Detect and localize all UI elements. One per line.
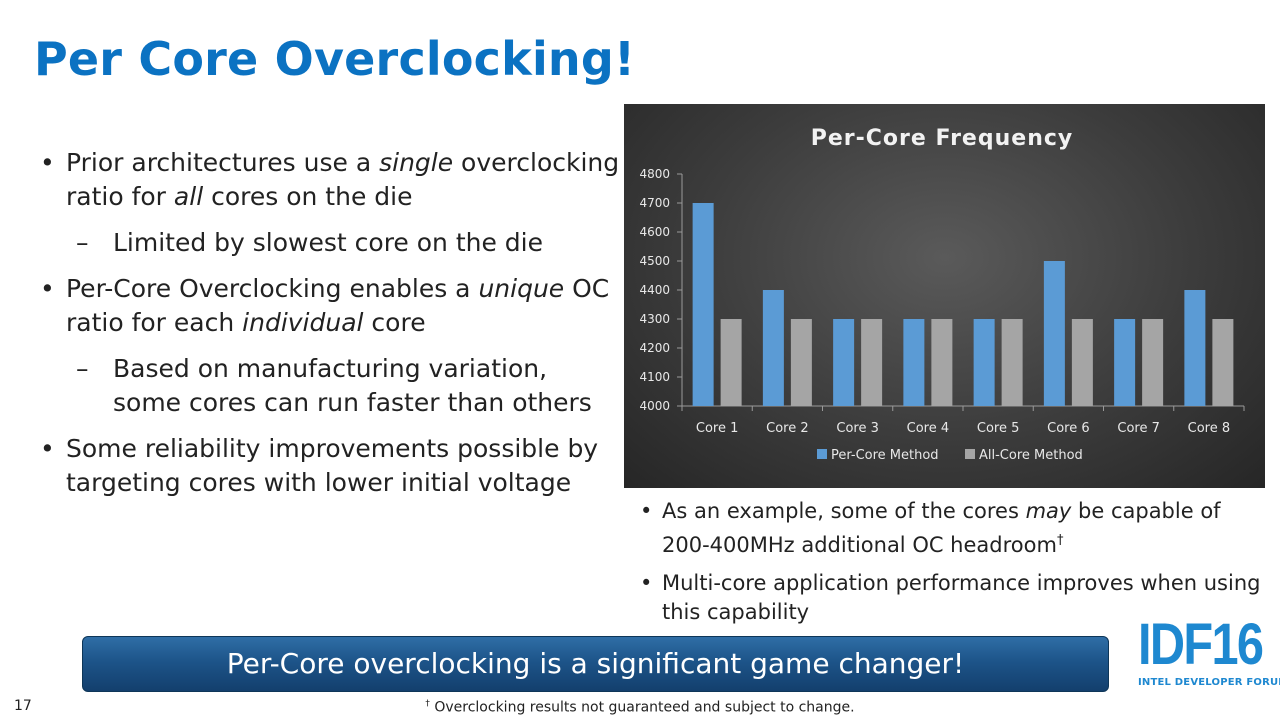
x-tick-label: Core 8: [1188, 421, 1231, 436]
legend-label-all-core: All-Core Method: [979, 448, 1083, 463]
bullet-reliability: Some reliability improvements possible b…: [40, 432, 620, 500]
y-tick-label: 4000: [639, 399, 670, 413]
y-tick-label: 4600: [639, 225, 670, 239]
bar-all-core: [861, 319, 883, 406]
bullet-text: As an example, some of the cores: [662, 499, 1026, 523]
legend-swatch-per-core: [817, 449, 827, 459]
bullet-emphasis: unique: [478, 274, 565, 303]
bullet-text: Per-Core Overclocking enables a: [66, 274, 479, 303]
bar-all-core: [1071, 319, 1093, 406]
bullet-prior-architectures: Prior architectures use a single overclo…: [40, 146, 620, 214]
bullet-emphasis: individual: [242, 308, 364, 337]
y-tick-label: 4100: [639, 370, 670, 384]
bar-per-core: [1043, 261, 1065, 406]
bullet-per-core-enables: Per-Core Overclocking enables a unique O…: [40, 272, 620, 340]
y-tick-label: 4800: [639, 167, 670, 181]
per-core-frequency-chart: Per-Core Frequency 4000 4100 4200 4300 4400 4…: [624, 104, 1265, 488]
idf16-logo: IDF16 INTEL DEVELOPER FORUM: [1136, 614, 1280, 694]
chart-title: Per-Core Frequency: [811, 126, 1073, 151]
bullet-text: overclocking ratio for: [66, 148, 620, 211]
slide-title: Per Core Overclocking!: [34, 32, 636, 86]
logo-wordmark: IDF16: [1138, 612, 1264, 677]
y-tick-label: 4200: [639, 341, 670, 355]
bullet-emphasis: single: [379, 148, 454, 177]
x-tick-label: Core 6: [1047, 421, 1090, 436]
bullet-text: cores on the die: [203, 182, 413, 211]
bar-all-core: [1142, 319, 1164, 406]
bar-per-core: [973, 319, 995, 406]
bar-all-core: [1212, 319, 1234, 406]
bar-per-core: [692, 203, 714, 406]
legend-label-per-core: Per-Core Method: [831, 448, 939, 463]
bar-all-core: [790, 319, 812, 406]
bullet-multicore-performance: Multi-core application performance impro…: [640, 569, 1270, 627]
bar-all-core: [931, 319, 953, 406]
bullet-emphasis: may: [1025, 499, 1072, 523]
bullet-emphasis: all: [173, 182, 204, 211]
bar-per-core: [903, 319, 925, 406]
bar-per-core: [762, 290, 784, 406]
bullet-example-headroom: As an example, some of the cores may be …: [640, 497, 1270, 560]
left-bullet-list: Prior architectures use a single overclo…: [40, 146, 620, 512]
x-tick-label: Core 7: [1117, 421, 1160, 436]
footnote: † Overclocking results not guaranteed an…: [0, 699, 1280, 716]
x-tick-label: Core 3: [836, 421, 879, 436]
footnote-mark: †: [425, 699, 430, 709]
game-changer-banner: Per-Core overclocking is a significant g…: [82, 636, 1109, 692]
subbullet-manufacturing-variation: Based on manufacturing variation, some c…: [40, 352, 620, 420]
chart-svg: Per-Core Frequency 4000 4100 4200 4300 4400 4…: [639, 126, 1245, 463]
bar-all-core: [720, 319, 742, 406]
bar-per-core: [1184, 290, 1206, 406]
legend-swatch-all-core: [965, 449, 975, 459]
dagger-mark: †: [1056, 533, 1064, 548]
logo-tagline: INTEL DEVELOPER FORUM: [1138, 677, 1280, 688]
x-tick-label: Core 5: [977, 421, 1020, 436]
footnote-text: Overclocking results not guaranteed and …: [429, 699, 855, 716]
bar-per-core: [1114, 319, 1136, 406]
y-tick-label: 4700: [639, 196, 670, 210]
bullet-text: Prior architectures use a: [66, 148, 380, 177]
x-tick-label: Core 2: [766, 421, 809, 436]
right-bullet-list: As an example, some of the cores may be …: [640, 497, 1270, 636]
bar-all-core: [1001, 319, 1023, 406]
bullet-text: OC ratio for each: [66, 274, 610, 337]
y-tick-label: 4300: [639, 312, 670, 326]
y-tick-label: 4500: [639, 254, 670, 268]
bar-per-core: [833, 319, 855, 406]
subbullet-limited-by-slowest: Limited by slowest core on the die: [40, 226, 620, 260]
bullet-text: core: [363, 308, 426, 337]
y-tick-label: 4400: [639, 283, 670, 297]
bullet-text: be capable of 200-400MHz additional OC h…: [662, 499, 1221, 557]
x-tick-label: Core 4: [907, 421, 950, 436]
page-number: 17: [14, 698, 32, 714]
x-tick-label: Core 1: [696, 421, 739, 436]
